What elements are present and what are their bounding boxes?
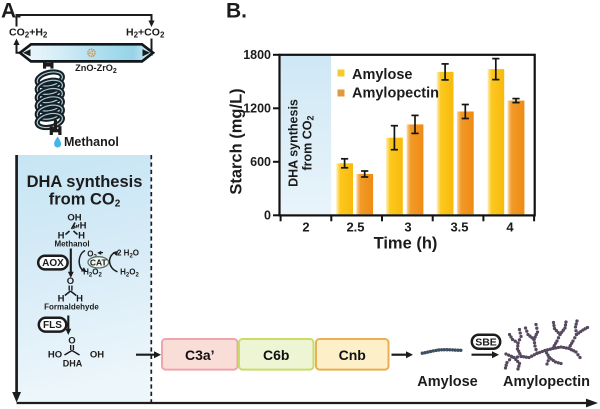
svg-text:CO2+H2: CO2+H2 [9,27,48,40]
svg-text:3.5: 3.5 [450,220,468,235]
svg-text:H: H [58,231,65,242]
svg-text:from CO2: from CO2 [49,191,121,210]
svg-text:DHA synthesis: DHA synthesis [27,173,143,191]
svg-text:Amylose: Amylose [352,67,412,83]
svg-text:AOX: AOX [42,258,64,269]
svg-text:Starch (mg/L): Starch (mg/L) [228,88,246,194]
svg-text:Methanol: Methanol [54,240,89,249]
svg-text:A.: A. [1,0,22,23]
svg-text:1800: 1800 [243,48,271,62]
svg-text:Cnb: Cnb [339,347,366,363]
svg-text:OH: OH [90,350,104,361]
svg-text:FLS: FLS [43,320,62,331]
svg-text:600: 600 [250,155,271,169]
svg-text:Amylopectin: Amylopectin [352,86,439,102]
svg-text:Amylopectin: Amylopectin [503,374,590,390]
svg-text:2 H2O: 2 H2O [117,249,139,260]
svg-text:C3a’: C3a’ [185,347,215,363]
svg-text:DHA synthesis: DHA synthesis [287,99,301,187]
svg-text:C6b: C6b [263,347,289,363]
svg-text:H: H [76,294,83,305]
svg-text:H2+CO2: H2+CO2 [126,27,165,40]
svg-text:H: H [80,221,87,232]
svg-text:H2O2: H2O2 [83,268,102,279]
svg-text:OH: OH [67,213,81,224]
svg-text:HO: HO [48,350,62,361]
svg-text:3: 3 [404,220,411,235]
svg-text:4: 4 [506,220,514,235]
svg-text:2: 2 [302,220,309,235]
svg-text:from CO2: from CO2 [301,115,316,170]
svg-text:0: 0 [264,209,271,223]
svg-text:O: O [67,276,74,287]
svg-text:1200: 1200 [243,102,271,116]
svg-text:DHA: DHA [63,359,83,369]
svg-text:ZnO-ZrO2: ZnO-ZrO2 [75,63,117,75]
svg-text:Amylose: Amylose [417,374,477,390]
svg-text:SBE: SBE [475,336,497,348]
svg-text:H: H [78,231,85,242]
svg-text:H2O2: H2O2 [120,268,139,279]
svg-text:H: H [58,294,65,305]
svg-text:B.: B. [226,0,247,23]
svg-text:2.5: 2.5 [346,220,364,235]
svg-text:Formaldehyde: Formaldehyde [44,303,99,312]
svg-text:Methanol: Methanol [64,135,119,149]
svg-text:Time (h): Time (h) [374,235,438,253]
svg-text:CAT: CAT [90,257,108,267]
svg-text:O: O [68,336,75,347]
